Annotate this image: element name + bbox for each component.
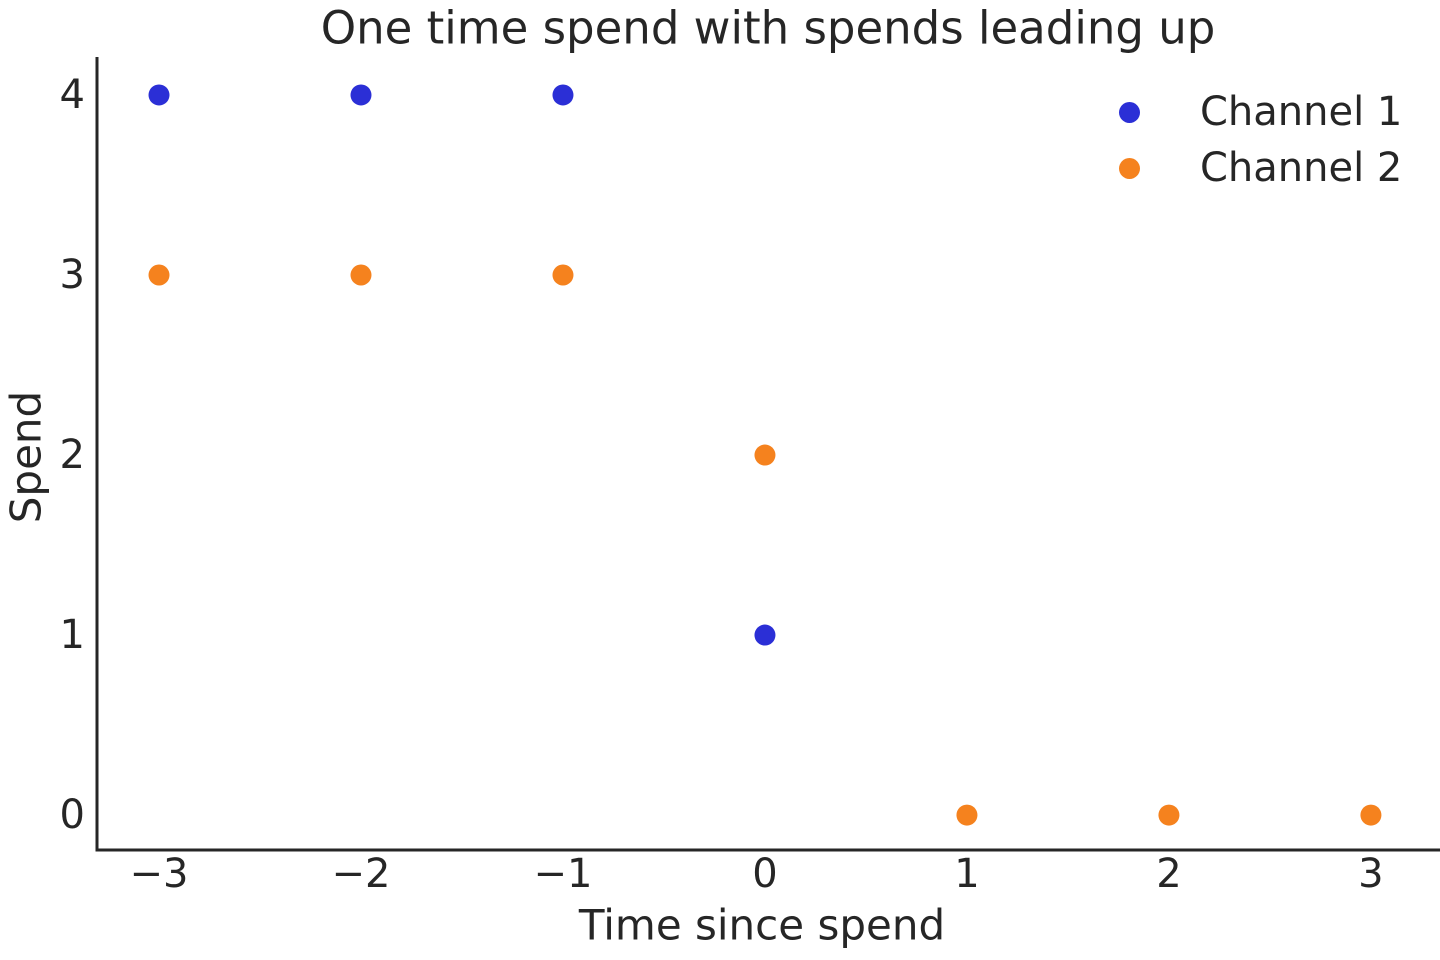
data-point-channel-1 — [754, 624, 776, 646]
legend: Channel 1 Channel 2 — [1119, 84, 1402, 196]
legend-label-channel-1: Channel 1 — [1200, 89, 1403, 135]
y-tick-label: 4 — [59, 71, 85, 118]
data-point-channel-1 — [552, 84, 574, 106]
data-point-channel-2 — [148, 264, 170, 286]
y-tick-label: 3 — [59, 252, 85, 298]
x-tick-label: 0 — [752, 851, 778, 897]
x-tick-label: 2 — [1156, 851, 1182, 897]
channel-1-marker-icon — [1119, 101, 1140, 123]
x-tick-label: 3 — [1358, 851, 1384, 897]
x-tick-label: −2 — [331, 851, 391, 897]
data-point-channel-1 — [148, 84, 170, 106]
x-axis-label: Time since spend — [578, 900, 946, 950]
y-tick-label: 1 — [59, 612, 85, 659]
y-tick-label: 0 — [59, 792, 85, 839]
x-tick-label: 1 — [954, 851, 980, 897]
data-point-channel-2 — [552, 264, 574, 286]
data-point-channel-2 — [1360, 804, 1382, 826]
x-tick-label: −1 — [533, 851, 593, 897]
data-point-channel-2 — [754, 444, 776, 466]
data-point-channel-2 — [956, 804, 978, 826]
legend-label-channel-2: Channel 2 — [1200, 145, 1403, 191]
x-tick-label: −3 — [129, 851, 189, 897]
legend-item-channel-2: Channel 2 — [1119, 140, 1402, 196]
data-point-channel-2 — [1158, 804, 1180, 826]
y-axis-label: Spend — [1, 390, 51, 524]
channel-2-marker-icon — [1119, 157, 1140, 179]
y-tick-label: 2 — [59, 432, 85, 479]
legend-item-channel-1: Channel 1 — [1119, 84, 1402, 140]
data-point-channel-1 — [350, 84, 372, 106]
data-point-channel-2 — [350, 264, 372, 286]
chart-title: One time spend with spends leading up — [320, 1, 1216, 55]
